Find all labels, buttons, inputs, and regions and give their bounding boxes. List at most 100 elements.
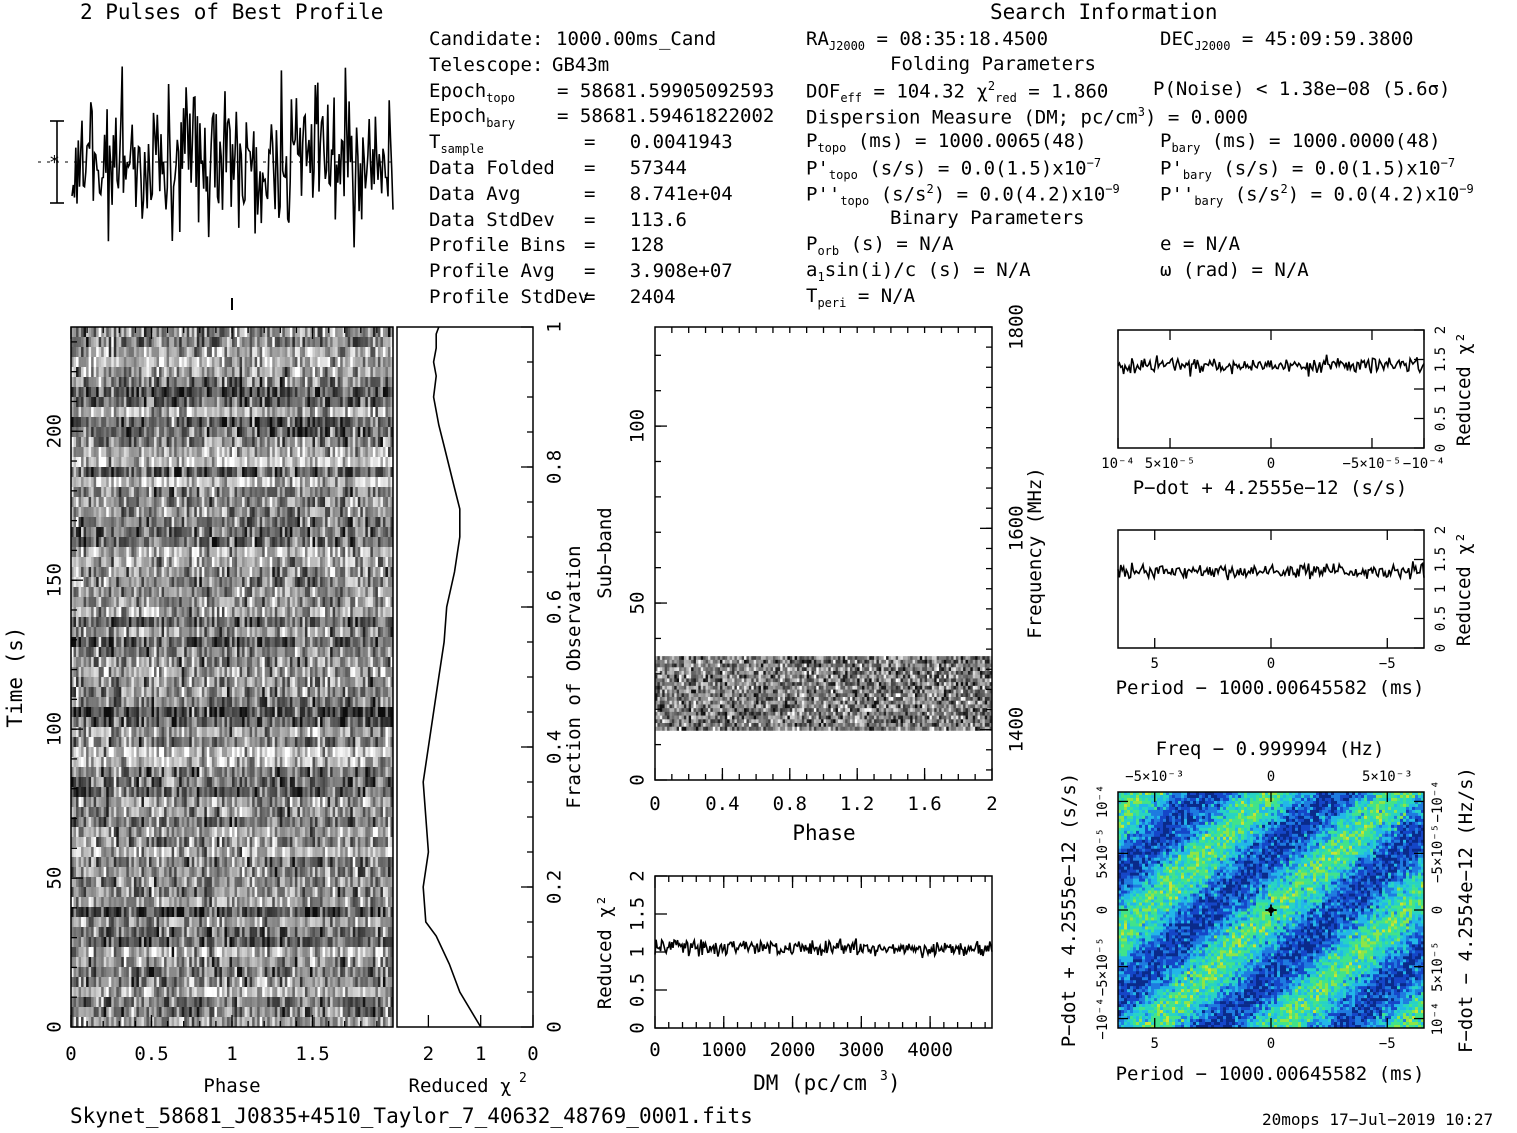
heatmap-cell: [307, 367, 311, 378]
heatmap-cell: [141, 427, 145, 438]
heatmap-cell: [216, 327, 220, 338]
heatmap-cell: [304, 577, 308, 588]
heatmap-cell: [186, 537, 190, 548]
heatmap-cell: [335, 607, 338, 618]
heatmap-cell: [161, 337, 165, 348]
info-value: = 58681.59905092593: [557, 81, 774, 101]
heatmap-cell: [181, 417, 185, 428]
heatmap-cell: [121, 577, 125, 588]
heatmap-cell: [259, 527, 263, 538]
heatmap-cell: [226, 367, 230, 378]
heatmap-cell: [340, 687, 343, 698]
heatmap-cell: [184, 667, 188, 678]
heatmap-cell: [106, 527, 110, 538]
heatmap-cell: [219, 587, 223, 598]
heatmap-cell: [274, 647, 278, 658]
heatmap-cell: [206, 377, 210, 388]
heatmap-cell: [219, 477, 223, 488]
heatmap-cell: [264, 517, 268, 528]
heatmap-cell: [106, 547, 110, 558]
heatmap-cell: [159, 607, 162, 618]
heatmap-cell: [88, 417, 92, 428]
heatmap-cell: [206, 607, 210, 618]
heatmap-cell: [272, 457, 276, 468]
heatmap-cell: [299, 457, 303, 468]
heatmap-cell: [184, 687, 188, 698]
heatmap-cell: [325, 537, 328, 548]
heatmap-cell: [345, 547, 349, 558]
heatmap-cell: [131, 537, 135, 548]
heatmap-cell: [362, 537, 366, 548]
heatmap-cell: [367, 357, 371, 368]
heatmap-cell: [299, 687, 303, 698]
heatmap-cell: [335, 597, 338, 608]
heatmap-cell: [151, 337, 155, 348]
heatmap-cell: [229, 707, 233, 718]
heatmap-cell: [287, 647, 291, 658]
heatmap-cell: [332, 427, 336, 438]
heatmap-cell: [229, 567, 233, 578]
heatmap-cell: [317, 467, 321, 478]
heatmap-cell: [325, 607, 328, 618]
heatmap-cell: [282, 577, 286, 588]
heatmap-cell: [387, 507, 391, 518]
heatmap-cell: [382, 377, 386, 388]
heatmap-cell: [76, 377, 79, 388]
heatmap-cell: [259, 407, 263, 418]
heatmap-cell: [239, 467, 243, 478]
heatmap-cell: [232, 417, 235, 428]
heatmap-cell: [204, 637, 208, 648]
heatmap-cell: [211, 587, 215, 598]
heatmap-cell: [219, 487, 223, 498]
heatmap-cell: [340, 337, 343, 348]
heatmap-cell: [93, 587, 97, 598]
heatmap-cell: [123, 487, 127, 498]
heatmap-cell: [309, 407, 313, 418]
heatmap-cell: [357, 557, 361, 568]
heatmap-cell: [317, 487, 321, 498]
heatmap-cell: [385, 447, 389, 458]
heatmap-cell: [113, 657, 117, 668]
heatmap-cell: [242, 477, 245, 488]
heatmap-cell: [108, 687, 112, 698]
heatmap-cell: [191, 677, 195, 688]
heatmap-cell: [312, 437, 316, 448]
heatmap-cell: [194, 367, 198, 378]
heatmap-cell: [350, 587, 354, 598]
heatmap-cell: [179, 417, 182, 428]
heatmap-cell: [282, 647, 286, 658]
heatmap-cell: [116, 707, 120, 718]
heatmap-cell: [252, 397, 255, 408]
heatmap-cell: [289, 607, 293, 618]
heatmap-cell: [287, 547, 291, 558]
heatmap-cell: [106, 467, 110, 478]
heatmap-cell: [211, 497, 215, 508]
heatmap-cell: [267, 647, 271, 658]
heatmap-cell: [138, 657, 142, 668]
heatmap-cell: [254, 627, 258, 638]
heatmap-cell: [274, 577, 278, 588]
heatmap-cell: [211, 617, 215, 628]
heatmap-cell: [352, 327, 356, 338]
heatmap-cell: [174, 607, 177, 618]
heatmap-cell: [191, 637, 195, 648]
heatmap-cell: [284, 507, 288, 518]
heatmap-cell: [327, 527, 331, 538]
pbary-field: Pbary (ms) = 1000.0000(48): [1160, 132, 1441, 154]
heatmap-cell: [143, 367, 147, 378]
heatmap-cell: [377, 407, 381, 418]
heatmap-cell: [151, 607, 155, 618]
heatmap-cell: [181, 547, 185, 558]
heatmap-cell: [340, 557, 343, 568]
heatmap-cell: [171, 457, 175, 468]
heatmap-cell: [375, 687, 379, 698]
heatmap-cell: [131, 647, 135, 658]
heatmap-cell: [133, 527, 137, 538]
heatmap-cell: [131, 427, 135, 438]
heatmap-cell: [297, 497, 301, 508]
heatmap-cell: [304, 617, 308, 628]
heatmap-cell: [304, 337, 308, 348]
heatmap-cell: [355, 327, 359, 338]
heatmap-cell: [309, 637, 313, 648]
heatmap-cell: [325, 547, 328, 558]
